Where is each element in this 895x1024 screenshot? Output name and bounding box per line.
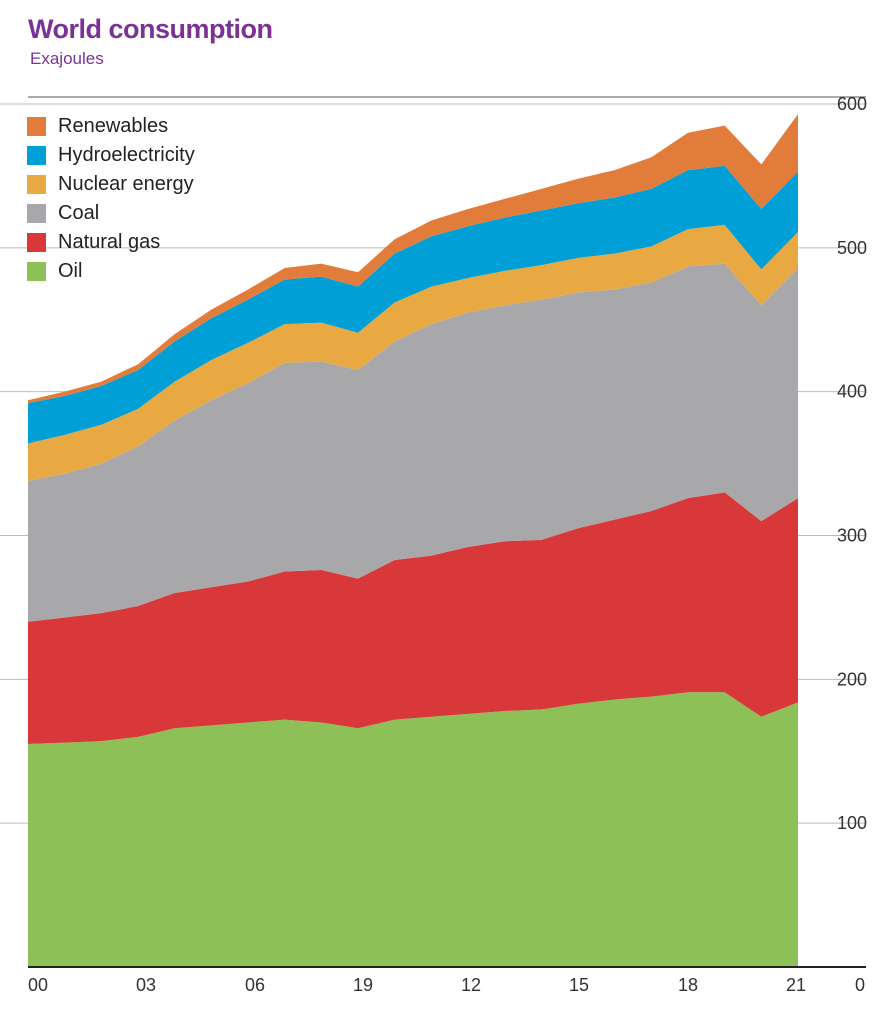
legend-item-nuclear-energy: Nuclear energy — [27, 170, 195, 199]
legend-swatch — [27, 233, 46, 252]
y-tick-label: 400 — [837, 382, 867, 402]
area-coal — [28, 263, 798, 622]
legend-swatch — [27, 262, 46, 281]
x-tick-label: 00 — [28, 975, 48, 995]
legend-label: Renewables — [58, 115, 169, 137]
x-tick-label: 19 — [353, 975, 373, 995]
legend-swatch — [27, 175, 46, 194]
legend-item-oil: Oil — [27, 257, 195, 286]
y-tick-label: 300 — [837, 526, 867, 546]
y-tick-label: 600 — [837, 94, 867, 114]
legend-label: Coal — [58, 202, 100, 224]
legend-label: Hydroelectricity — [58, 144, 195, 166]
x-tick-label: 0 — [855, 975, 865, 995]
legend: Renewables Hydroelectricity Nuclear energy… — [27, 112, 195, 286]
area-renewables — [28, 114, 798, 404]
x-tick-label: 15 — [569, 975, 589, 995]
legend-swatch — [27, 204, 46, 223]
legend-item-natural-gas: Natural gas — [27, 228, 195, 257]
area-nuclear-energy — [28, 224, 798, 481]
area-natural-gas — [28, 492, 798, 745]
legend-swatch — [27, 146, 46, 165]
legend-item-hydroelectricity: Hydroelectricity — [27, 141, 195, 170]
y-tick-label: 200 — [837, 669, 867, 689]
legend-label: Oil — [58, 260, 83, 282]
x-tick-label: 21 — [786, 975, 806, 995]
legend-item-coal: Coal — [27, 199, 195, 228]
legend-label: Natural gas — [58, 231, 161, 253]
y-tick-label: 500 — [837, 238, 867, 258]
area-oil — [28, 692, 798, 967]
legend-swatch — [27, 117, 46, 136]
x-tick-label: 12 — [461, 975, 481, 995]
x-tick-label: 18 — [678, 975, 698, 995]
chart-subtitle: Exajoules — [30, 49, 104, 68]
area-hydroelectricity — [28, 165, 798, 444]
x-tick-label: 06 — [245, 975, 265, 995]
y-tick-label: 100 — [837, 813, 867, 833]
chart-title: World consumption — [28, 14, 273, 44]
x-tick-label: 03 — [136, 975, 156, 995]
legend-label: Nuclear energy — [58, 173, 194, 195]
legend-item-renewables: Renewables — [27, 112, 195, 141]
